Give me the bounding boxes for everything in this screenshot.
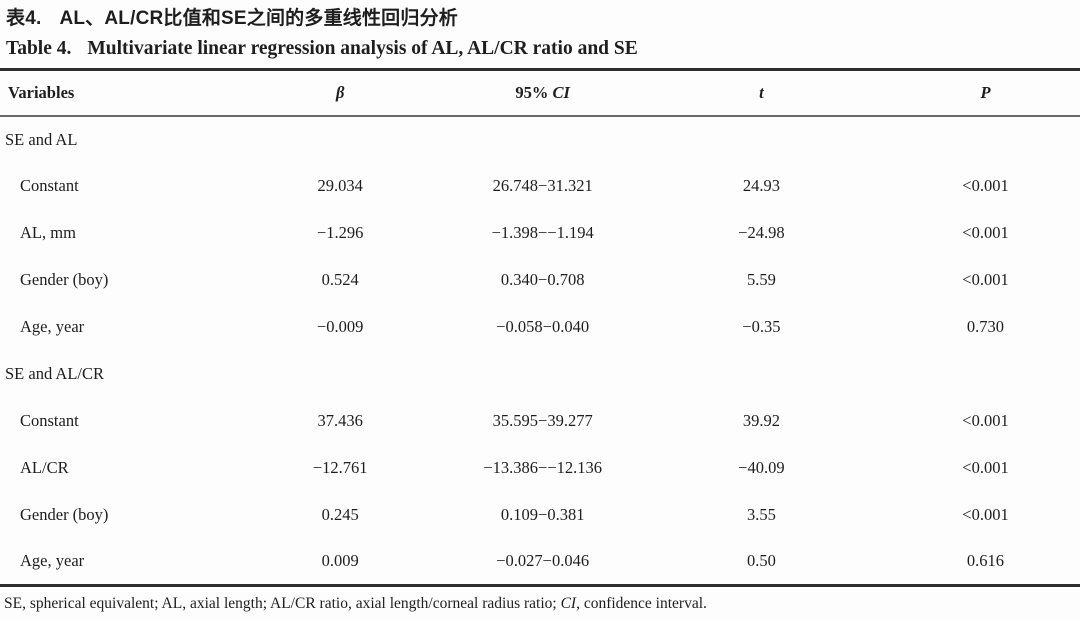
table-title-en: Table 4. Multivariate linear regression a… <box>0 32 1080 68</box>
cell-ci: 0.109−0.381 <box>500 505 585 524</box>
cell-p: 0.730 <box>966 317 1005 336</box>
header-row: Variables β 95% CI t P <box>0 69 1080 117</box>
cell-t: 3.55 <box>746 505 776 524</box>
table-row: Constant 29.034 26.748−31.321 24.93 <0.001 <box>0 163 1080 210</box>
cell-beta: 29.034 <box>317 176 363 195</box>
cell-ci: −13.386−−12.136 <box>483 458 603 477</box>
cell-beta: −1.296 <box>316 223 364 242</box>
column-header-text: Variables <box>8 82 75 102</box>
cell-variable: Constant <box>20 411 79 430</box>
column-header-italic-text: β <box>335 82 345 102</box>
cell-beta: −12.761 <box>312 458 368 477</box>
table-body: SE and AL Constant 29.034 26.748−31.321 24.9… <box>0 116 1080 586</box>
column-header: 95% CI <box>453 69 632 117</box>
table-row: Gender (boy) 0.245 0.109−0.381 3.55 <0.001 <box>0 492 1080 539</box>
section-label: SE and AL <box>5 129 78 149</box>
cell-t: 5.59 <box>746 270 776 289</box>
section-row: SE and AL/CR <box>0 351 1080 398</box>
cell-ci: −0.027−0.046 <box>496 551 590 571</box>
cell-ci: −1.398−−1.194 <box>491 223 594 242</box>
table-row: Gender (boy) 0.524 0.340−0.708 5.59 <0.001 <box>0 257 1080 304</box>
cell-beta: 0.245 <box>321 505 359 524</box>
cell-t: −40.09 <box>738 458 785 477</box>
cell-variable: Age, year <box>20 551 85 571</box>
cell-t: −0.35 <box>742 317 781 336</box>
cell-p: <0.001 <box>962 505 1009 524</box>
table-title-zh-text: AL、AL/CR比值和SE之间的多重线性回归分析 <box>59 8 458 29</box>
footnote-text: SE, spherical equivalent; AL, axial leng… <box>4 595 561 612</box>
footnote-text: , confidence interval. <box>576 595 707 612</box>
section-row: SE and AL <box>0 116 1080 163</box>
table-row: Age, year −0.009 −0.058−0.040 −0.35 0.730 <box>0 304 1080 351</box>
cell-variable: Constant <box>20 176 79 195</box>
cell-variable: Gender (boy) <box>20 505 109 524</box>
column-header: β <box>226 69 454 117</box>
cell-p: 0.616 <box>966 551 1005 571</box>
table-row: Age, year 0.009 −0.027−0.046 0.50 0.616 <box>0 539 1080 586</box>
table-title-en-label: Table 4. <box>6 38 72 59</box>
table-title-en-text: Multivariate linear regression analysis … <box>87 38 638 59</box>
cell-p: <0.001 <box>962 223 1009 242</box>
cell-beta: −0.009 <box>316 317 364 336</box>
table-row: Constant 37.436 35.595−39.277 39.92 <0.001 <box>0 398 1080 445</box>
column-header: Variables <box>0 69 227 117</box>
cell-variable: AL, mm <box>20 223 76 242</box>
column-header-italic-text: P <box>980 82 991 102</box>
column-header-italic-text: CI <box>552 82 570 102</box>
cell-beta: 0.524 <box>321 270 359 289</box>
cell-variable: AL/CR <box>20 458 69 477</box>
table-title-zh-label: 表4. <box>6 8 42 29</box>
footnote-italic-text: CI <box>560 595 577 612</box>
cell-beta: 0.009 <box>321 551 359 571</box>
column-header-italic-text: t <box>759 82 764 102</box>
cell-ci: −0.058−0.040 <box>496 317 590 336</box>
cell-beta: 37.436 <box>317 411 363 430</box>
table-footnote: SE, spherical equivalent; AL, axial leng… <box>0 587 1080 614</box>
cell-t: 39.92 <box>742 411 780 430</box>
column-header-text: 95% <box>515 82 553 102</box>
cell-p: <0.001 <box>962 270 1009 289</box>
cell-ci: 35.595−39.277 <box>492 411 593 430</box>
table-title-zh: 表4. AL、AL/CR比值和SE之间的多重线性回归分析 <box>0 6 1080 32</box>
cell-t: 24.93 <box>742 176 780 195</box>
cell-variable: Gender (boy) <box>20 270 109 289</box>
cell-variable: Age, year <box>20 317 85 336</box>
cell-ci: 26.748−31.321 <box>492 176 593 195</box>
cell-t: 0.50 <box>746 551 776 571</box>
section-label: SE and AL/CR <box>5 364 105 383</box>
cell-p: <0.001 <box>962 458 1009 477</box>
cell-p: <0.001 <box>962 411 1009 430</box>
column-header: P <box>890 69 1080 117</box>
cell-ci: 0.340−0.708 <box>500 270 585 289</box>
column-header: t <box>631 69 891 117</box>
table-row: AL, mm −1.296 −1.398−−1.194 −24.98 <0.001 <box>0 210 1080 257</box>
cell-t: −24.98 <box>738 223 785 242</box>
cell-p: <0.001 <box>962 176 1009 195</box>
regression-table: Variables β 95% CI t P SE and AL Constant 29.0… <box>0 68 1080 587</box>
table-row: AL/CR −12.761 −13.386−−12.136 −40.09 <0.001 <box>0 445 1080 492</box>
